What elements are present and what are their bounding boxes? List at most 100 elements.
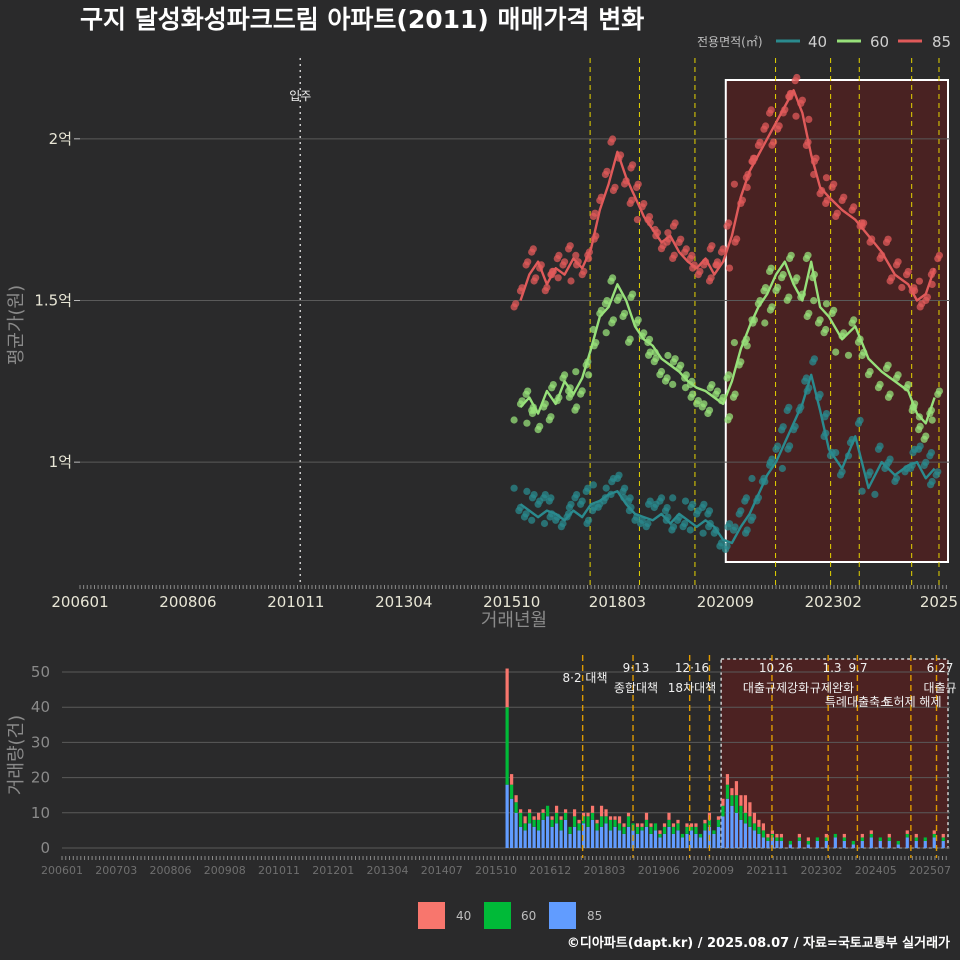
bar-85: [510, 798, 514, 848]
point-85: [922, 296, 930, 304]
point-60: [761, 319, 769, 327]
point-85: [876, 254, 884, 262]
bar-85: [563, 819, 568, 848]
bar-85: [833, 837, 837, 848]
point-60: [693, 400, 701, 408]
bar-60: [806, 840, 810, 845]
bar-85: [851, 844, 855, 848]
point-85: [633, 183, 641, 191]
point-85: [621, 180, 629, 188]
bar-85: [703, 830, 707, 848]
bar-40: [604, 809, 608, 817]
point-85: [626, 199, 634, 207]
bar-60: [694, 826, 698, 834]
point-40: [523, 487, 531, 495]
bar-60: [721, 805, 725, 817]
point-85: [565, 245, 573, 253]
policy-note-name: 토허제 해제: [882, 695, 941, 709]
bar-60: [676, 823, 680, 831]
point-85: [510, 303, 518, 311]
point-40: [528, 494, 537, 502]
bar-60: [698, 833, 703, 838]
bar-85: [743, 823, 748, 848]
point-40: [540, 494, 548, 502]
bar-x-tick-label: 201510: [475, 864, 517, 877]
point-60: [607, 277, 615, 285]
point-85: [774, 125, 782, 133]
point-60: [548, 384, 556, 392]
bar-60: [559, 819, 563, 831]
policy-note-name: 대출규: [923, 681, 956, 695]
bar-60: [640, 826, 644, 831]
bar-60: [815, 837, 819, 841]
bar-40: [559, 816, 563, 820]
bar-60: [599, 816, 604, 827]
point-60: [778, 274, 786, 282]
point-40: [679, 523, 687, 531]
bar-40: [734, 781, 739, 796]
point-60: [848, 319, 856, 327]
point-60: [928, 416, 936, 424]
line-series-85: [519, 89, 936, 302]
bar-40: [770, 830, 774, 834]
bar-85: [559, 830, 563, 848]
point-40: [619, 487, 627, 495]
point-40: [589, 507, 597, 515]
point-85: [705, 277, 714, 285]
bar-x-tick-label: 201201: [312, 864, 354, 877]
point-60: [864, 371, 873, 379]
bar-60: [653, 823, 658, 831]
point-85: [601, 170, 610, 179]
legend-top: 전용면적(㎡) 40 60 85: [697, 33, 951, 51]
point-60: [613, 296, 622, 304]
bar-40: [640, 823, 644, 827]
point-85: [522, 261, 530, 269]
point-60: [858, 351, 866, 360]
point-85: [664, 229, 672, 237]
point-40: [534, 500, 542, 508]
point-60: [661, 377, 670, 385]
bar-x-tick-label: 201906: [638, 864, 680, 877]
x-tick-label: 2025: [920, 593, 958, 611]
bar-85: [694, 833, 698, 848]
point-40: [932, 471, 940, 479]
bar-60: [878, 837, 882, 841]
point-40: [577, 500, 585, 508]
point-60: [803, 312, 811, 321]
policy-note-name: 18차대책: [668, 680, 716, 695]
point-60: [627, 293, 635, 301]
point-40: [637, 519, 645, 528]
bar-40: [752, 812, 757, 824]
point-85: [686, 255, 694, 263]
bar-40: [766, 833, 770, 838]
point-40: [858, 487, 866, 495]
bar-85: [635, 833, 640, 848]
point-85: [903, 271, 911, 279]
bar-85: [878, 840, 882, 848]
bar-60: [545, 805, 550, 817]
bar-60: [730, 795, 734, 806]
bar-40: [519, 809, 523, 813]
point-40: [809, 358, 817, 366]
bar-60: [734, 795, 739, 813]
bar-legend-swatch-85: [549, 902, 576, 929]
point-40: [552, 516, 560, 524]
bar-60: [604, 816, 608, 824]
bar-85: [671, 833, 676, 848]
bar-85: [842, 840, 846, 848]
point-60: [571, 406, 579, 414]
bar-40: [905, 830, 909, 834]
bar-60: [851, 840, 855, 845]
bar-85: [941, 840, 945, 848]
point-40: [602, 484, 610, 492]
bar-x-tick-label: 202405: [855, 864, 897, 877]
bar-85: [757, 833, 761, 848]
point-40: [747, 516, 755, 524]
bar-legend-label-40: 40: [456, 909, 471, 923]
bar-y-tick-label: 40: [31, 698, 50, 716]
point-85: [607, 138, 615, 146]
bar-60: [757, 826, 761, 834]
point-85: [828, 183, 836, 191]
point-85: [669, 254, 677, 262]
bar-60: [649, 826, 653, 834]
